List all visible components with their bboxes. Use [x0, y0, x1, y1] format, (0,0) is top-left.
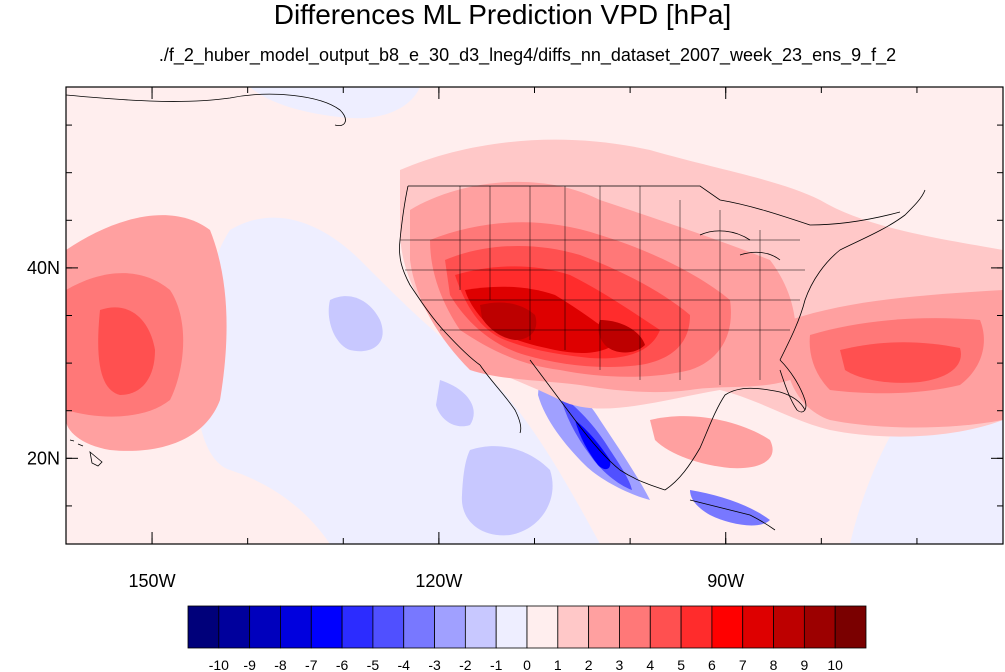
baja-coast: [479, 364, 522, 434]
axis-layer: 150W 120W 90W 40N 20N: [27, 87, 1003, 591]
mexico-coast: [529, 359, 666, 491]
colorbar-swatch: [495, 605, 528, 649]
hawaii-1: [89, 450, 103, 467]
colorbar-label: 4: [646, 657, 654, 672]
lon-tick-label: 150W: [129, 571, 176, 591]
colorbar-swatch: [310, 605, 343, 649]
field-gulf-pos: [650, 416, 773, 469]
colorbar-label: -3: [428, 657, 441, 672]
colorbar-label: -10: [209, 657, 229, 672]
colorbar-label: -1: [490, 657, 503, 672]
colorbar-swatch: [218, 605, 251, 649]
colorbar-swatch: [649, 605, 682, 649]
colorbar-label: 3: [616, 657, 624, 672]
field-atlantic-pos-3: [840, 342, 961, 383]
colorbar-swatch: [680, 605, 713, 649]
colorbar-swatch: [403, 605, 435, 649]
colorbar-swatch: [711, 605, 744, 649]
field-pacific-blue-1: [328, 296, 383, 352]
colorbar-swatch: [803, 605, 836, 649]
colorbar-swatch: [341, 605, 374, 649]
colorbar-swatch: [588, 605, 620, 649]
vpd-field: [66, 87, 1003, 544]
colorbar: -10 -9 -8 -7 -6 -5 -4 -3 -2 -1 0 1 2 3 4 5 6 7 8 9 10: [187, 605, 867, 672]
colorbar-swatch: [434, 605, 466, 649]
colorbar-label: 2: [585, 657, 593, 672]
field-east-blue: [850, 400, 1003, 544]
lat-tick-label: 40N: [27, 258, 60, 278]
lon-tick-label: 90W: [707, 571, 744, 591]
colorbar-label: -8: [274, 657, 287, 672]
colorbar-label: -2: [459, 657, 472, 672]
colorbar-swatch: [372, 605, 405, 649]
caribbean-coast: [689, 499, 776, 531]
field-pacific-positive-3: [98, 307, 155, 395]
colorbar-label: 1: [554, 657, 562, 672]
colorbar-label: 0: [523, 657, 531, 672]
colorbar-label: 9: [800, 657, 808, 672]
colorbar-swatch: [557, 605, 590, 649]
lon-tick-label: 120W: [415, 571, 462, 591]
colorbar-swatch: [464, 605, 497, 649]
colorbar-swatch: [742, 605, 774, 649]
alaska-coast: [66, 93, 346, 127]
state-borders: [400, 186, 805, 385]
field-north-blue: [250, 87, 420, 119]
field-carib-blue: [690, 490, 770, 526]
coastlines: [66, 93, 926, 531]
lat-tick-label: 20N: [27, 448, 60, 468]
colorbar-swatch: [280, 605, 312, 649]
colorbar-label: -9: [243, 657, 256, 672]
field-pacific-blue-3: [436, 380, 474, 427]
field-mexico-blue-deep: [575, 420, 611, 470]
canada-border: [408, 185, 901, 226]
colorbar-label: 5: [677, 657, 685, 672]
colorbar-label: -4: [398, 657, 411, 672]
field-us-pos-7: [480, 302, 537, 340]
colorbar-label: 8: [770, 657, 778, 672]
field-pacific-blue-2: [461, 446, 553, 536]
colorbar-swatch: [619, 605, 651, 649]
colorbar-swatch: [834, 605, 867, 649]
colorbar-swatch: [249, 605, 281, 649]
map-title: Differences ML Prediction VPD [hPa]: [273, 0, 732, 30]
hawaii-2: [69, 439, 84, 447]
colorbar-label: 10: [827, 657, 843, 672]
field-us-pos-8: [598, 320, 645, 353]
colorbar-swatch: [773, 605, 805, 649]
colorbar-label: 7: [739, 657, 747, 672]
colorbar-label: -6: [336, 657, 349, 672]
florida: [779, 359, 807, 413]
map-subtitle: ./f_2_huber_model_output_b8_e_30_d3_lneg…: [158, 45, 897, 65]
colorbar-label: 6: [708, 657, 716, 672]
colorbar-swatch: [526, 605, 559, 649]
us-east-coast: [779, 189, 926, 361]
colorbar-label: -5: [367, 657, 380, 672]
us-west-coast: [399, 185, 481, 366]
colorbar-label: -7: [305, 657, 318, 672]
colorbar-swatch: [187, 605, 220, 649]
great-lakes: [699, 230, 781, 261]
gulf-coast: [664, 387, 806, 491]
